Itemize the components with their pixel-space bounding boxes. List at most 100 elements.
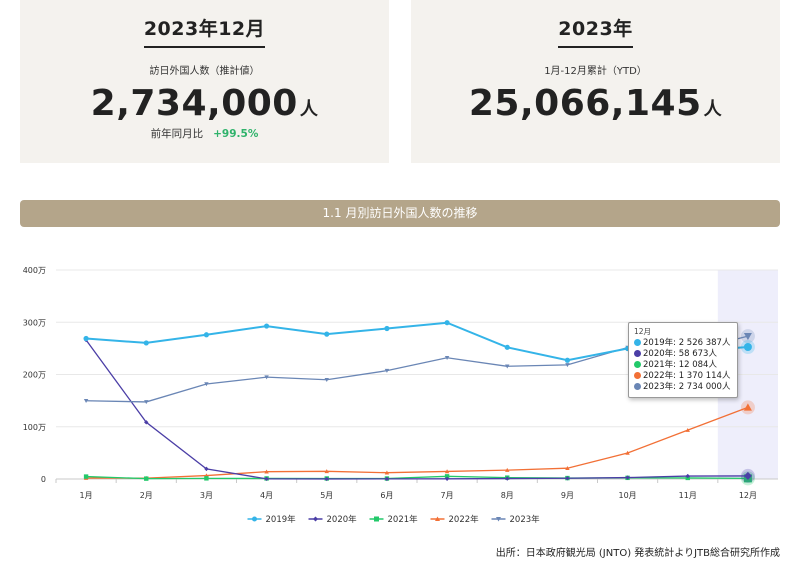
series-dot-icon [634, 360, 641, 368]
legend-label: 2019年 [266, 514, 297, 525]
x-tick-label: 9月 [561, 491, 574, 500]
yoy-comparison: 前年同月比 +99.5% [20, 126, 389, 141]
data-point [83, 335, 89, 342]
source-note: 出所：日本政府観光局 (JNTO) 発表統計よりJTB総合研究所作成 [495, 548, 780, 559]
legend-item-2020年[interactable]: 2020年 [308, 514, 358, 525]
ytd-value-number: 25,066,145 [468, 83, 702, 124]
tooltip-row-text: 2020年: 58 673人 [643, 349, 717, 359]
x-tick-label: 7月 [441, 491, 454, 500]
data-point [384, 476, 390, 482]
series-2022年 [83, 400, 755, 480]
legend-item-2019年[interactable]: 2019年 [247, 514, 297, 525]
ytd-card-title: 2023年 [558, 14, 633, 48]
monthly-card-title: 2023年12月 [143, 14, 266, 48]
data-point [144, 476, 149, 481]
x-tick-label: 2月 [140, 491, 153, 500]
series-dot-icon [634, 371, 641, 379]
data-point [384, 325, 390, 332]
legend-item-2021年[interactable]: 2021年 [369, 514, 419, 525]
series-dot-icon [634, 382, 641, 390]
data-point [505, 467, 510, 472]
legend-marker [496, 517, 501, 522]
yoy-label: 前年同月比 [150, 128, 204, 140]
data-point [143, 340, 149, 346]
data-point [743, 342, 752, 351]
x-tick-label: 5月 [320, 491, 333, 500]
tooltip-header: 12月 [634, 327, 652, 336]
data-point [564, 357, 571, 363]
ytd-visitors-value: 25,066,145 人 [411, 83, 780, 124]
series-dot-icon [634, 338, 641, 346]
data-point [144, 420, 149, 425]
legend-label: 2023年 [510, 514, 541, 525]
series-2020年 [83, 337, 755, 483]
legend-item-2022年[interactable]: 2022年 [430, 514, 480, 525]
data-point [625, 450, 630, 455]
data-point [264, 476, 269, 482]
data-point [83, 399, 89, 403]
tooltip-row-text: 2022年: 1 370 114人 [643, 371, 731, 381]
section-title-bar: 1.1 月別訪日外国人数の推移 [20, 200, 780, 227]
legend-marker [374, 516, 379, 522]
monthly-value-number: 2,734,000 [90, 83, 298, 124]
data-point [565, 476, 570, 481]
monthly-card-subtitle: 訪日外国人数（推計値） [149, 66, 260, 77]
tooltip-row: 2020年: 58 673人 [634, 349, 732, 360]
legend-label: 2021年 [388, 514, 419, 525]
legend-marker [252, 516, 257, 522]
data-point [504, 344, 510, 350]
ytd-value-unit: 人 [703, 99, 723, 120]
data-point [384, 470, 390, 475]
series-line [86, 406, 749, 479]
monthly-value-unit: 人 [299, 99, 319, 120]
y-tick-label: 300万 [23, 318, 46, 327]
x-tick-label: 12月 [739, 491, 757, 500]
tooltip-row: 2019年: 2 526 387人 [634, 338, 732, 349]
data-point [444, 474, 450, 479]
legend-item-2023年[interactable]: 2023年 [491, 514, 541, 525]
x-tick-label: 8月 [501, 491, 514, 500]
monthly-visitors-line-chart[interactable]: 0 100万 200万 300万 400万 1月 2月 3月 4月 5月 6月 7月 8月 9月 10月 11… [0, 240, 800, 540]
data-point [565, 466, 570, 470]
yoy-value: +99.5% [213, 128, 259, 140]
data-point [685, 473, 690, 479]
data-point [83, 474, 89, 479]
y-tick-label: 400万 [23, 266, 46, 275]
data-point [264, 375, 269, 380]
data-point [565, 363, 570, 368]
y-tick-label: 200万 [23, 371, 46, 380]
y-tick-label: 0 [41, 475, 46, 484]
data-point [743, 403, 752, 411]
data-point [324, 476, 329, 482]
chart-tooltip: 12月 2019年: 2 526 387人 2020年: 58 673人 2021年… [628, 322, 738, 398]
data-point [324, 469, 329, 474]
series-line [85, 339, 748, 480]
x-tick-label: 11月 [679, 491, 697, 500]
legend-label: 2022年 [449, 514, 480, 525]
data-point [505, 476, 510, 481]
series-dot-icon [634, 349, 641, 357]
data-point [444, 320, 450, 326]
data-point [625, 475, 630, 480]
legend-marker [313, 516, 318, 522]
data-point [743, 332, 752, 341]
monthly-visitors-value: 2,734,000 人 [20, 83, 389, 124]
data-point [444, 355, 450, 360]
tooltip-row: 2021年: 12 084人 [634, 360, 732, 371]
data-point [324, 331, 330, 337]
data-point [444, 469, 450, 474]
y-tick-label: 100万 [23, 423, 46, 432]
data-point [264, 469, 269, 474]
data-point [685, 427, 690, 432]
ytd-visitors-card: 2023年 1月-12月累計（YTD） 25,066,145 人 [411, 0, 780, 163]
x-tick-label: 1月 [80, 491, 93, 500]
legend-marker [435, 516, 440, 521]
legend-label: 2020年 [327, 514, 358, 525]
data-point [324, 378, 329, 382]
tooltip-row: 2023年: 2 734 000人 [634, 382, 732, 393]
tooltip-row: 2022年: 1 370 114人 [634, 371, 732, 382]
x-tick-label: 6月 [380, 491, 393, 500]
tooltip-row-text: 2021年: 12 084人 [643, 360, 717, 370]
x-tick-label: 3月 [200, 491, 213, 500]
data-point [204, 382, 209, 387]
